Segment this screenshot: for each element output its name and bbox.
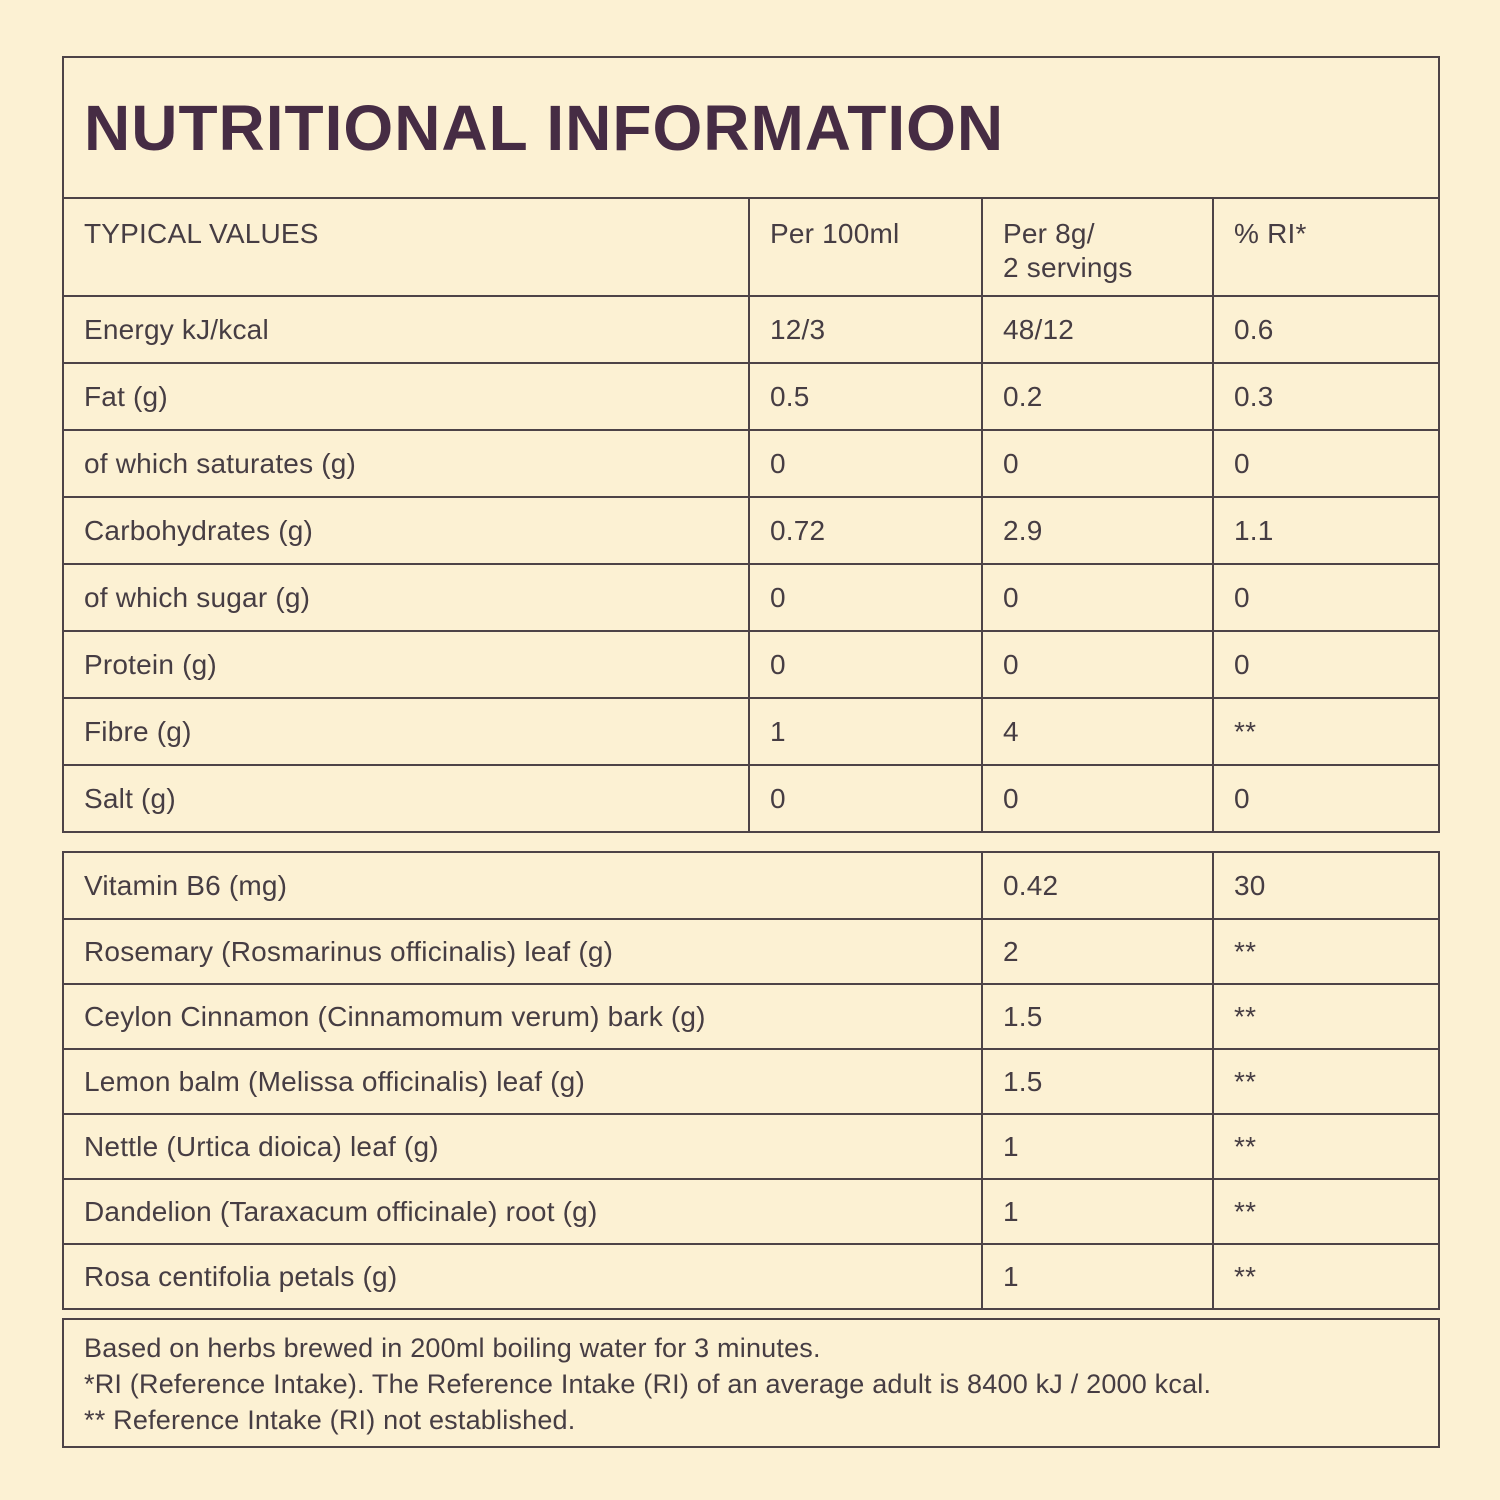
row-per-8g: 0 — [981, 429, 1212, 496]
row-per-8g: 1.5 — [981, 1048, 1212, 1113]
row-label: Energy kJ/kcal — [64, 295, 748, 362]
row-ri: ** — [1212, 1243, 1438, 1308]
row-label: Fat (g) — [64, 362, 748, 429]
row-per-100ml: 1 — [748, 697, 981, 764]
row-ri: 0 — [1212, 764, 1438, 831]
footnote-brewing: Based on herbs brewed in 200ml boiling w… — [84, 1333, 821, 1363]
nutrition-panel: NUTRITIONAL INFORMATION TYPICAL VALUES P… — [62, 56, 1440, 1448]
row-per-8g: 4 — [981, 697, 1212, 764]
row-label: Carbohydrates (g) — [64, 496, 748, 563]
row-label: of which saturates (g) — [64, 429, 748, 496]
row-label: Fibre (g) — [64, 697, 748, 764]
row-per-8g: 0.2 — [981, 362, 1212, 429]
footnotes-box: Based on herbs brewed in 200ml boiling w… — [62, 1318, 1440, 1448]
row-per-100ml: 0 — [748, 429, 981, 496]
row-label: Protein (g) — [64, 630, 748, 697]
row-ri: 0 — [1212, 563, 1438, 630]
row-per-8g: 1.5 — [981, 983, 1212, 1048]
row-per-100ml: 0.5 — [748, 362, 981, 429]
row-ri: ** — [1212, 983, 1438, 1048]
main-table: TYPICAL VALUES Per 100ml Per 8g/ 2 servi… — [64, 197, 1438, 831]
row-label: Rosa centifolia petals (g) — [64, 1243, 981, 1308]
row-ri: ** — [1212, 918, 1438, 983]
row-per-8g: 0 — [981, 630, 1212, 697]
footnote-ri-not-established: ** Reference Intake (RI) not established… — [84, 1405, 576, 1435]
row-ri: 0 — [1212, 429, 1438, 496]
row-ri: 0 — [1212, 630, 1438, 697]
row-label: Vitamin B6 (mg) — [84, 869, 288, 901]
header-per-8g: Per 8g/ 2 servings — [981, 197, 1212, 295]
footnotes: Based on herbs brewed in 200ml boiling w… — [64, 1320, 1438, 1446]
herbs-table-box: Vitamin B6 (mg) 0.42 30 Rosemary (Rosmar… — [62, 851, 1440, 1310]
row-per-8g: 1 — [981, 1243, 1212, 1308]
header-percent-ri: % RI* — [1212, 197, 1438, 295]
row-per-8g: 0 — [981, 563, 1212, 630]
row-label: Rosemary (Rosmarinus officinalis) leaf (… — [64, 918, 981, 983]
row-ri: 30 — [1212, 853, 1438, 918]
row-per-100ml: 0 — [748, 630, 981, 697]
row-ri: 0.6 — [1212, 295, 1438, 362]
row-label: Lemon balm (Melissa officinalis) leaf (g… — [64, 1048, 981, 1113]
page-title: NUTRITIONAL INFORMATION — [84, 91, 1005, 164]
row-per-8g: 0 — [981, 764, 1212, 831]
row-per-8g: 0.42 — [981, 853, 1212, 918]
row-label: Ceylon Cinnamon (Cinnamomum verum) bark … — [64, 983, 981, 1048]
row-ri: 0.3 — [1212, 362, 1438, 429]
herbs-table: Vitamin B6 (mg) 0.42 30 Rosemary (Rosmar… — [64, 853, 1438, 1308]
main-table-box: NUTRITIONAL INFORMATION TYPICAL VALUES P… — [62, 56, 1440, 833]
row-per-100ml: 0 — [748, 764, 981, 831]
row-per-8g: 1 — [981, 1178, 1212, 1243]
row-ri: ** — [1212, 1113, 1438, 1178]
row-per-100ml: 0 — [748, 563, 981, 630]
row-label: Salt (g) — [64, 764, 748, 831]
footnote-ri-definition: *RI (Reference Intake). The Reference In… — [84, 1369, 1212, 1399]
row-label: Dandelion (Taraxacum officinale) root (g… — [64, 1178, 981, 1243]
row-per-8g: 1 — [981, 1113, 1212, 1178]
row-label: Nettle (Urtica dioica) leaf (g) — [64, 1113, 981, 1178]
row-ri: ** — [1212, 1048, 1438, 1113]
row-per-8g: 2.9 — [981, 496, 1212, 563]
header-typical-values: TYPICAL VALUES — [64, 197, 748, 295]
row-ri: ** — [1212, 1178, 1438, 1243]
row-per-100ml: 0.72 — [748, 496, 981, 563]
row-ri: 1.1 — [1212, 496, 1438, 563]
row-per-8g: 2 — [981, 918, 1212, 983]
row-per-8g: 48/12 — [981, 295, 1212, 362]
row-label: of which sugar (g) — [64, 563, 748, 630]
row-ri: ** — [1212, 697, 1438, 764]
row-per-100ml: 12/3 — [748, 295, 981, 362]
title-section: NUTRITIONAL INFORMATION — [64, 58, 1438, 197]
header-per-100ml: Per 100ml — [748, 197, 981, 295]
